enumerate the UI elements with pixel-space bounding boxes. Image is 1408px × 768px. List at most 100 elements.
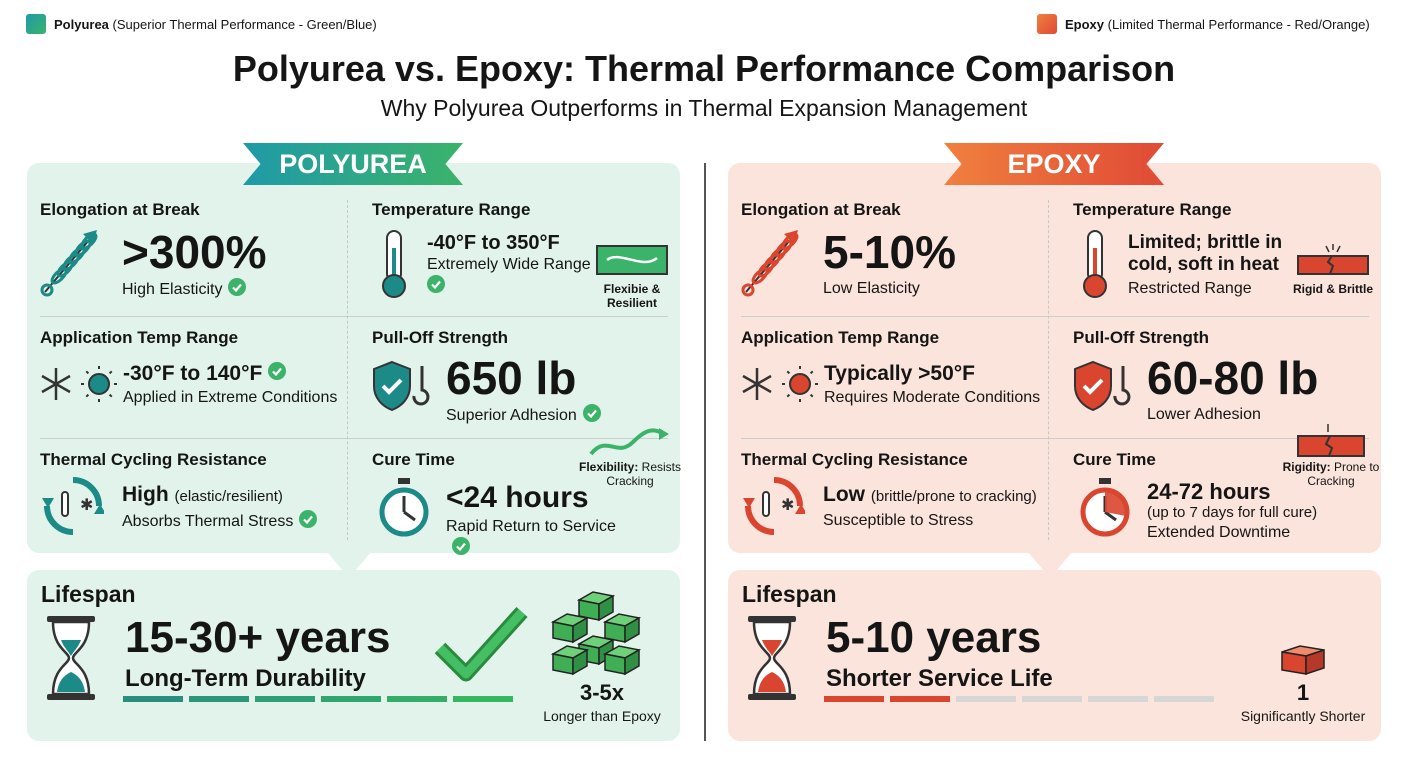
lifespan-bar-segment: [387, 696, 447, 702]
side-note-text: Prone to Cracking: [1307, 460, 1380, 488]
legend-desc: (Limited Thermal Performance - Red/Orang…: [1107, 16, 1370, 32]
cell-heading: Application Temp Range: [40, 328, 239, 347]
check-icon: [427, 275, 445, 299]
cell-detail: (elastic/resilient): [174, 488, 283, 505]
cell-heading: Cure Time: [1073, 450, 1156, 469]
side-note-label: Flexibility:: [578, 460, 639, 474]
cell-body: Low (brittle/prone to cracking) Susceptib…: [823, 482, 1063, 531]
climate-icon: [39, 366, 119, 402]
lifespan-heading: Lifespan: [742, 581, 837, 607]
row-separator: [40, 438, 668, 439]
stopwatch-icon-svg: [1080, 478, 1130, 537]
cell-note: Rapid Return to Service: [446, 516, 626, 561]
side-note: Flexibie & Resilient: [603, 282, 661, 310]
thermometer-icon: [377, 228, 411, 300]
multiplier-note: Significantly Shorter: [1240, 708, 1366, 724]
cell-heading: Elongation at Break: [741, 200, 901, 219]
cube-icon: [1280, 644, 1326, 676]
cell-note: Applied in Extreme Conditions: [123, 387, 363, 408]
lifespan-bar-segment: [956, 696, 1016, 702]
checkmark-icon-svg: [434, 606, 528, 682]
check-svg: [582, 404, 601, 422]
legend-label: Epoxy: [1065, 16, 1105, 32]
lifespan-bar-segment: [453, 696, 513, 702]
cell-body: High (elastic/resilient) Absorbs Thermal …: [122, 482, 362, 534]
lifespan-body: 5-10 years Shorter Service Life: [826, 612, 1053, 694]
cell-note: Lower Adhesion: [1147, 404, 1327, 425]
cell-heading: Thermal Cycling Resistance: [741, 450, 968, 469]
cell-note-text: Low Elasticity: [823, 280, 920, 297]
cell-note-text: Lower Adhesion: [1147, 406, 1261, 423]
cell-note: Superior Adhesion: [446, 404, 626, 428]
thermometer-icon: [1078, 228, 1112, 300]
cube-icon-svg: [1281, 645, 1325, 676]
cell-body: >300% High Elasticity: [122, 226, 382, 302]
cell-note: Extended Downtime: [1147, 522, 1327, 543]
cell-body: Limited; brittle in cold, soft in heat Re…: [1128, 232, 1303, 299]
check-icon: [299, 510, 318, 534]
cell-value: 5-10%: [823, 226, 956, 278]
stopwatch-icon: [377, 476, 431, 538]
legend-swatch: [26, 14, 46, 34]
cell-note-text: Restricted Range: [1128, 280, 1252, 297]
hourglass-icon: [746, 614, 798, 702]
spring-icon-svg: [40, 230, 98, 297]
cell-value-line: <24 hours: [446, 480, 626, 516]
climate-icon-svg: [41, 366, 117, 402]
cell-note-text: Applied in Extreme Conditions: [123, 389, 338, 407]
row-separator: [741, 438, 1369, 439]
multiplier: 3-5x: [579, 680, 625, 705]
cell-value-line: 24-72 hours: [1147, 480, 1327, 504]
lifespan-bar-segment: [1088, 696, 1148, 702]
cell-note-text: Susceptible to Stress: [823, 512, 974, 529]
lifespan-panel: [728, 570, 1381, 741]
cell-note-text: Extended Downtime: [1147, 524, 1291, 541]
spring-icon-svg: [741, 230, 799, 297]
row-separator: [741, 316, 1369, 317]
cycling-icon-svg: ✱: [743, 477, 807, 535]
cycling-icon: ✱: [743, 474, 807, 538]
cell-heading: Elongation at Break: [40, 200, 200, 219]
thermometer-icon-svg: [382, 230, 406, 298]
check-svg: [228, 278, 247, 296]
cell-note: Absorbs Thermal Stress: [122, 510, 362, 534]
lifespan-bar-segment: [255, 696, 315, 702]
cell-note-text: Requires Moderate Conditions: [824, 389, 1041, 406]
cell-note: Requires Moderate Conditions: [824, 387, 1064, 408]
stopwatch-icon-svg: [379, 478, 429, 537]
cell-heading: Thermal Cycling Resistance: [40, 450, 267, 469]
cell-value: -40°F to 350°F: [427, 232, 560, 254]
lifespan-value: 15-30+ years: [125, 613, 391, 662]
cell-note-text: Extremely Wide Range: [427, 256, 591, 273]
lifespan-bar-segment: [123, 696, 183, 702]
cubes-icon-svg: [550, 591, 642, 676]
side-icon-svg: [1297, 424, 1365, 457]
thermometer-icon-svg: [1083, 230, 1107, 298]
legend-swatch: [1037, 14, 1057, 34]
cell-body: 60-80 lb Lower Adhesion: [1147, 352, 1327, 425]
cell-value-line: 5-10%: [823, 226, 1083, 278]
cell-body: <24 hours Rapid Return to Service: [446, 480, 626, 561]
adhesion-icon-svg: [373, 360, 430, 412]
check-icon: [268, 361, 287, 387]
cell-value: Typically >50°F: [824, 362, 975, 385]
svg-text:✱: ✱: [781, 497, 794, 514]
svg-text:✱: ✱: [80, 497, 93, 514]
legend-desc: (Superior Thermal Performance - Green/Bl…: [112, 16, 377, 32]
cell-value: 24-72 hours: [1147, 479, 1271, 504]
lifespan-bar-segment: [1154, 696, 1214, 702]
cell-value: 60-80 lb: [1147, 352, 1319, 404]
adhesion-icon: [372, 360, 432, 412]
side-note: Flexibility: Resists Cracking: [575, 460, 685, 488]
stopwatch-icon: [1078, 476, 1132, 538]
cell-body: -40°F to 350°F Extremely Wide Range: [427, 232, 602, 299]
cell-heading: Application Temp Range: [741, 328, 940, 347]
check-svg: [299, 510, 318, 528]
cell-note: Susceptible to Stress: [823, 510, 1063, 531]
legend-item: Epoxy (Limited Thermal Performance - Red…: [1037, 14, 1370, 34]
cell-value-line: 650 lb: [446, 352, 626, 404]
check-icon: [582, 404, 601, 428]
side-icon: [1296, 244, 1370, 276]
multiplier: 1: [1296, 680, 1310, 705]
cell-value-line: High (elastic/resilient): [122, 482, 362, 510]
